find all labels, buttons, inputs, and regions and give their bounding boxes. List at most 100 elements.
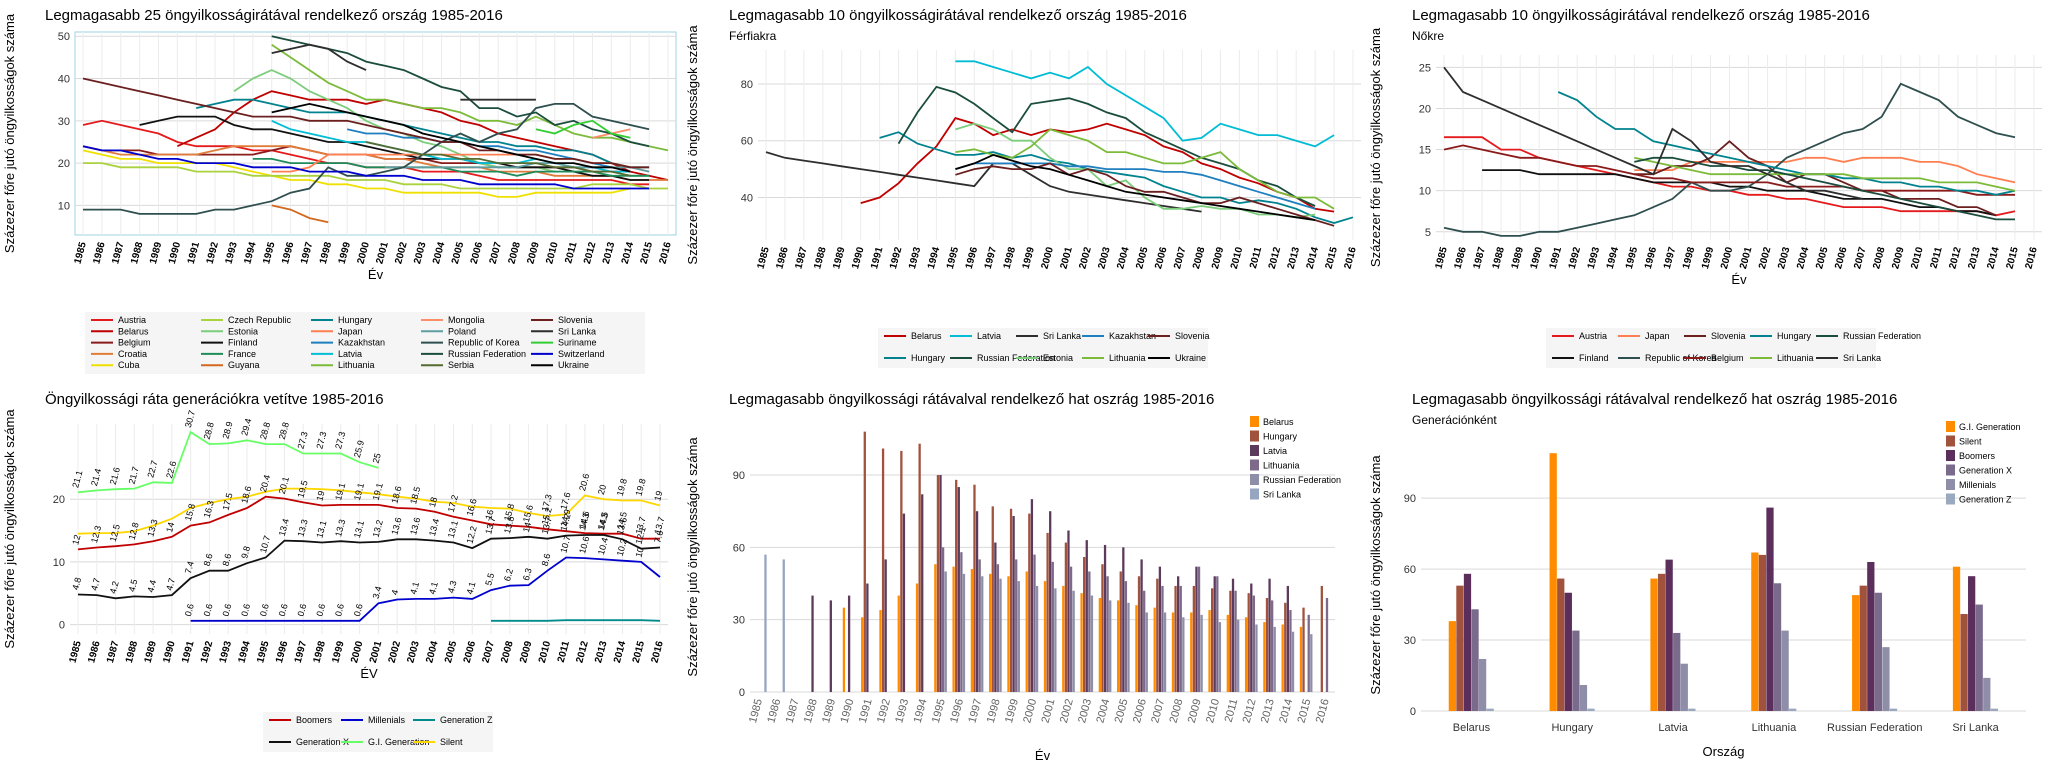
- bar-russian-federation: [1035, 585, 1039, 692]
- legend-label-hungary: Hungary: [1777, 331, 1812, 341]
- bar-hungary: [1046, 532, 1049, 692]
- legend-label-russian-federation: Russian Federation: [448, 349, 526, 359]
- bar-generation-z: [1688, 708, 1696, 711]
- bar-russian-federation: [1218, 622, 1222, 692]
- x-tick-label: 2008: [1871, 246, 1887, 271]
- legend-label-generation-z: Generation Z: [440, 715, 493, 725]
- chart-subtitle: Nőkre: [1412, 29, 1444, 43]
- data-label: 19.1: [333, 482, 347, 502]
- x-tick-label: 2012: [582, 241, 598, 266]
- series-line-ukraine: [271, 102, 631, 173]
- bar-russian-federation: [1255, 624, 1258, 692]
- data-label: 22.6: [164, 460, 178, 480]
- x-tick-label: 2009: [1210, 246, 1226, 271]
- x-tick-label: 1998: [1681, 246, 1697, 271]
- bar-lithuania: [1051, 561, 1054, 692]
- bar-russian-federation: [1182, 617, 1185, 692]
- y-tick-label: 60: [733, 542, 745, 554]
- legend-label-mongolia: Mongolia: [448, 315, 485, 325]
- bar-generation-x: [1874, 592, 1883, 711]
- data-label: 13.3: [333, 518, 347, 538]
- series-line-serbia: [365, 141, 631, 177]
- x-tick-label: 2003: [405, 640, 421, 665]
- x-tick-label: 1990: [839, 698, 857, 725]
- bar-hungary: [936, 475, 940, 692]
- x-tick-label: 2007: [1149, 698, 1167, 725]
- bar-hungary: [1210, 588, 1214, 692]
- bar-lithuania: [1252, 595, 1256, 692]
- y-tick-label: 0: [1410, 706, 1416, 718]
- data-label: 19.1: [352, 482, 366, 502]
- series-line-sri-lanka: [271, 43, 536, 101]
- data-label: 28.9: [220, 420, 234, 440]
- x-tick-label: 2010: [1204, 698, 1222, 725]
- plot-area: [758, 50, 1361, 240]
- legend-label-slovenia: Slovenia: [1175, 331, 1210, 341]
- bar-hungary: [1284, 602, 1287, 692]
- x-tick-label: 2001: [368, 640, 384, 665]
- data-label: 18.6: [239, 485, 253, 505]
- x-tick-label: Russian Federation: [1827, 722, 1922, 734]
- x-tick-label: 2011: [563, 241, 579, 265]
- plot-area: [70, 424, 668, 634]
- x-tick-label: 2014: [1277, 698, 1295, 725]
- legend-label-cuba: Cuba: [118, 360, 140, 370]
- x-tick-label: 1992: [1567, 246, 1583, 271]
- bar-russian-federation: [1145, 612, 1148, 692]
- bar-latvia: [939, 475, 942, 692]
- chart-panel-bars-generations: Legmagasabb öngyilkossági rátávalval ren…: [1366, 384, 2048, 768]
- x-tick-label: 1991: [857, 698, 875, 725]
- data-label: 0.6: [333, 603, 346, 618]
- x-tick-label: 2001: [1040, 698, 1058, 725]
- data-label: 0.6: [239, 603, 252, 618]
- bar-g-i-generation: [1448, 621, 1456, 711]
- bar-millenials: [1579, 684, 1588, 711]
- y-tick-label: 30: [733, 615, 745, 627]
- legend-label-belgium: Belgium: [118, 338, 151, 348]
- bar-millenials: [1781, 630, 1789, 711]
- bar-latvia: [1067, 530, 1070, 692]
- x-axis-title: Ország: [1703, 744, 1745, 759]
- series-line-lithuania: [271, 43, 669, 152]
- bar-millenials: [1882, 647, 1890, 711]
- data-label: 14.5: [615, 511, 629, 531]
- x-tick-label: 2012: [1267, 246, 1283, 271]
- series-line-lithuania: [1634, 156, 2016, 192]
- x-tick-label: 2013: [1286, 246, 1302, 271]
- data-label: 4.2: [108, 580, 121, 595]
- legend-label-japan: Japan: [338, 326, 363, 336]
- x-tick-label: 1985: [756, 246, 772, 271]
- data-label: 21.1: [70, 469, 84, 489]
- x-tick-label: 2001: [1738, 246, 1754, 271]
- data-label: 13.7: [633, 516, 647, 536]
- x-tick-label: 2013: [601, 241, 617, 266]
- series-line-croatia: [82, 145, 668, 181]
- bar-hungary: [1083, 557, 1086, 692]
- x-tick-label: 1996: [948, 698, 966, 725]
- x-tick-label: 2004: [1795, 246, 1811, 271]
- data-label: 15.8: [502, 503, 516, 523]
- bar-latvia: [1122, 547, 1125, 692]
- y-axis-title: Százezer főre jutó öngyilkosságok száma: [2, 409, 17, 649]
- x-tick-label: 1985: [68, 640, 84, 665]
- data-label: 21.7: [127, 466, 141, 486]
- bar-belarus: [989, 573, 992, 692]
- bar-millenials: [1983, 677, 1991, 711]
- data-label: 28.8: [277, 421, 291, 441]
- chart-panel-women: Legmagasabb 10 öngyilkosságirátával rend…: [1366, 0, 2048, 384]
- series-line-belgium: [1443, 144, 2015, 196]
- x-tick-label: 1996: [274, 640, 290, 665]
- bar-lithuania: [1179, 585, 1182, 692]
- x-tick-label: 1990: [161, 640, 177, 665]
- legend-label-boomers: Boomers: [296, 715, 333, 725]
- data-label: 12.8: [127, 521, 141, 541]
- bar-boomers: [1564, 592, 1572, 711]
- data-label: 17.3: [540, 493, 554, 513]
- y-axis-title: Százezer főre jutó öngyilkosságok száma: [685, 25, 700, 265]
- x-tick-label: Belarus: [1453, 722, 1491, 734]
- x-axis-title: Év: [368, 267, 384, 282]
- legend-label-sri-lanka: Sri Lanka: [1043, 331, 1081, 341]
- bar-generation-x: [1975, 604, 1983, 711]
- legend-label-latvia: Latvia: [338, 349, 362, 359]
- legend-label-boomers: Boomers: [1959, 451, 1996, 461]
